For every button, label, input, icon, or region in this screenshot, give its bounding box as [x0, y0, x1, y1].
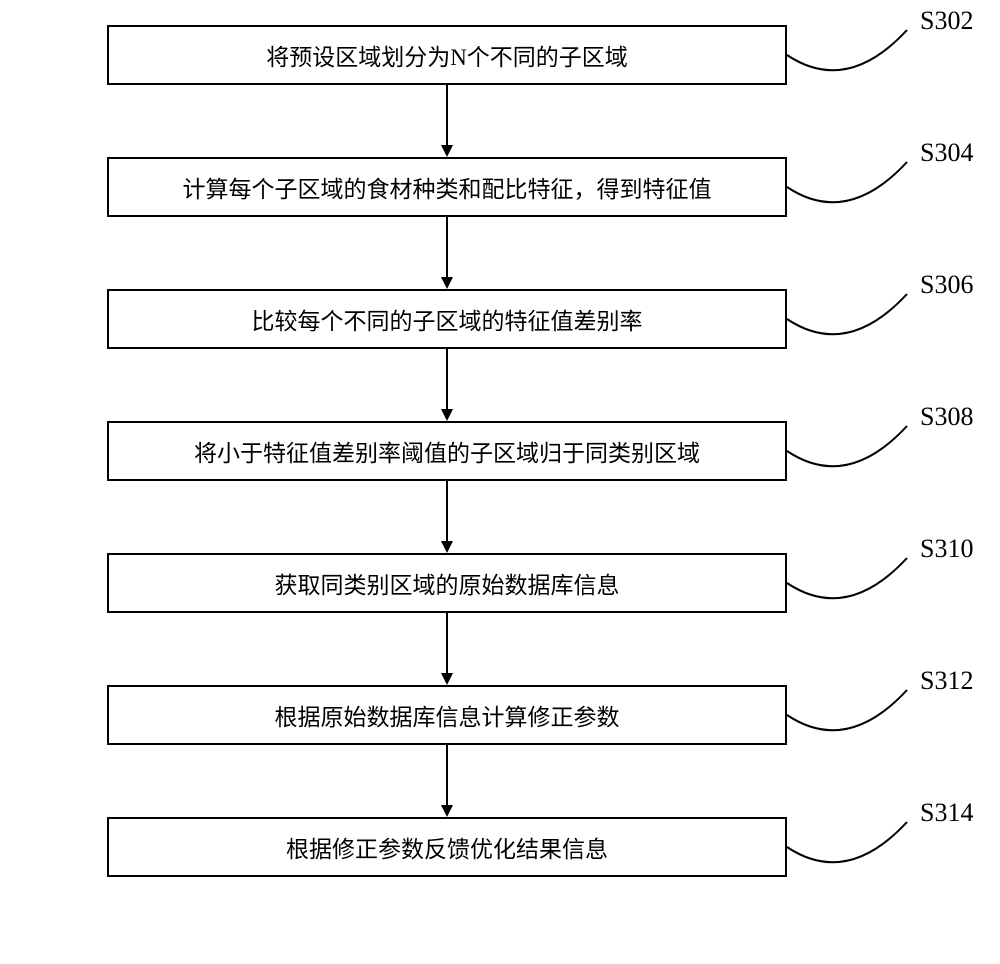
step-label-s306: S306: [920, 270, 973, 300]
connector-arc-s312: [787, 685, 917, 745]
step-text: 将小于特征值差别率阈值的子区域归于同类别区域: [194, 434, 700, 468]
step-text: 将预设区域划分为N个不同的子区域: [266, 38, 628, 72]
connector-arc-s308: [787, 421, 917, 481]
arrow-3: [437, 349, 457, 421]
step-box-s312: 根据原始数据库信息计算修正参数: [107, 685, 787, 745]
step-label-s304: S304: [920, 138, 973, 168]
step-label-s308: S308: [920, 402, 973, 432]
connector-arc-s304: [787, 157, 917, 217]
step-label-s312: S312: [920, 666, 973, 696]
step-label-s310: S310: [920, 534, 973, 564]
step-box-s310: 获取同类别区域的原始数据库信息: [107, 553, 787, 613]
step-box-s308: 将小于特征值差别率阈值的子区域归于同类别区域: [107, 421, 787, 481]
arrow-5: [437, 613, 457, 685]
step-text: 获取同类别区域的原始数据库信息: [275, 566, 620, 600]
connector-arc-s310: [787, 553, 917, 613]
flowchart-container: 将预设区域划分为N个不同的子区域 S302 计算每个子区域的食材种类和配比特征，…: [0, 0, 1000, 964]
step-text: 根据原始数据库信息计算修正参数: [275, 698, 620, 732]
step-box-s304: 计算每个子区域的食材种类和配比特征，得到特征值: [107, 157, 787, 217]
connector-arc-s314: [787, 817, 917, 877]
connector-arc-s306: [787, 289, 917, 349]
arrow-1: [437, 85, 457, 157]
connector-arc-s302: [787, 25, 917, 85]
step-box-s302: 将预设区域划分为N个不同的子区域: [107, 25, 787, 85]
step-box-s306: 比较每个不同的子区域的特征值差别率: [107, 289, 787, 349]
step-text: 根据修正参数反馈优化结果信息: [286, 830, 608, 864]
arrow-2: [437, 217, 457, 289]
step-box-s314: 根据修正参数反馈优化结果信息: [107, 817, 787, 877]
step-text: 计算每个子区域的食材种类和配比特征，得到特征值: [183, 170, 712, 204]
step-label-s302: S302: [920, 6, 973, 36]
arrow-4: [437, 481, 457, 553]
arrow-6: [437, 745, 457, 817]
step-label-s314: S314: [920, 798, 973, 828]
step-text: 比较每个不同的子区域的特征值差别率: [252, 302, 643, 336]
